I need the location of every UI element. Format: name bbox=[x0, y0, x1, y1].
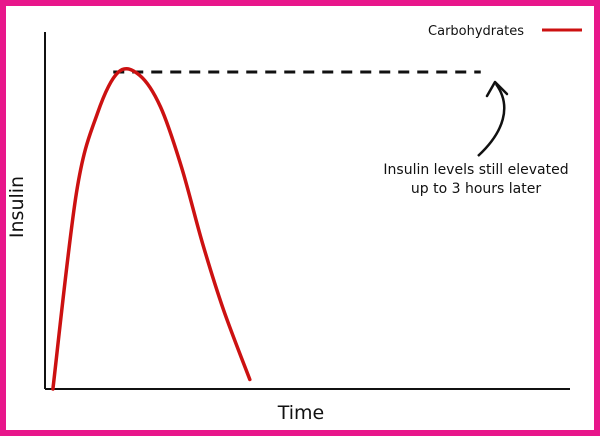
legend: Carbohydrates bbox=[428, 24, 582, 39]
annotation-line-2: up to 3 hours later bbox=[411, 181, 541, 197]
y-axis-label: Insulin bbox=[6, 176, 28, 238]
annotation: Insulin levels still elevated up to 3 ho… bbox=[383, 80, 569, 197]
insulin-line-chart: Carbohydrates Insulin levels still eleva… bbox=[6, 24, 582, 424]
carbohydrates-series-line bbox=[51, 66, 252, 391]
annotation-arrowhead-icon bbox=[485, 80, 509, 98]
annotation-arrow bbox=[477, 83, 506, 157]
x-axis-label: Time bbox=[277, 402, 325, 424]
legend-label-carbohydrates: Carbohydrates bbox=[428, 24, 524, 39]
annotation-line-1: Insulin levels still elevated bbox=[383, 162, 568, 178]
